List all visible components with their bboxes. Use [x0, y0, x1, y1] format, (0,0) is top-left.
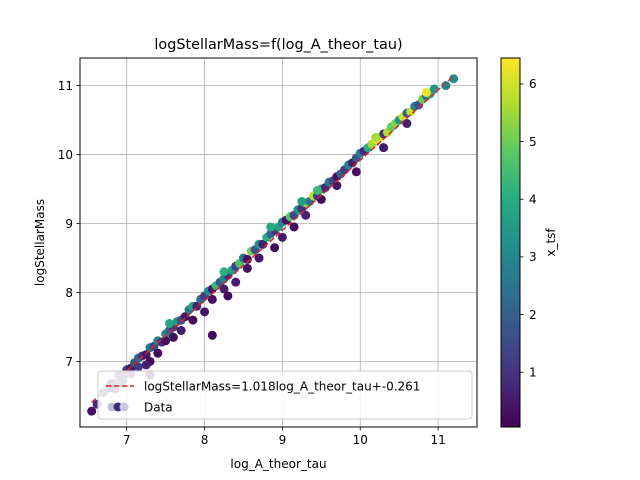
data-point	[297, 196, 307, 206]
data-point	[301, 210, 311, 220]
data-point	[312, 185, 322, 195]
data-point	[200, 307, 210, 317]
colorbar-tick-label: 3	[529, 250, 537, 264]
plot-frame	[79, 57, 478, 428]
data-point	[153, 348, 163, 358]
colorbar-label: x_tsf	[544, 228, 558, 257]
y-axis-ticks: 7 8 9 10 11	[58, 79, 80, 369]
chart-title: logStellarMass=f(log_A_theor_tau)	[154, 37, 402, 53]
data-point	[277, 232, 287, 242]
x-tick-label: 7	[123, 433, 131, 447]
x-tick-label: 9	[279, 433, 287, 447]
data-point	[192, 301, 202, 311]
x-tick-label: 11	[430, 433, 445, 447]
data-point	[379, 143, 389, 153]
x-axis-label: log_A_theor_tau	[230, 457, 326, 471]
data-point	[332, 181, 342, 191]
data-point	[188, 315, 198, 325]
colorbar-tick-label: 6	[529, 77, 537, 91]
colorbar-tick-label: 4	[529, 193, 537, 207]
data-point	[402, 119, 412, 129]
data-point	[371, 132, 381, 142]
data-point	[219, 284, 229, 294]
data-point	[421, 87, 431, 97]
colorbar	[500, 57, 521, 428]
x-axis-ticks: 7 8 9 10 11	[123, 427, 446, 447]
data-point	[87, 406, 97, 416]
colorbar-ticks: 1 2 3 4 5 6	[520, 77, 537, 380]
data-point	[180, 312, 190, 322]
data-point	[141, 360, 151, 370]
data-point	[266, 222, 276, 232]
data-point	[161, 336, 171, 346]
data-point	[219, 267, 229, 277]
data-point	[242, 263, 252, 273]
data-point	[429, 84, 439, 94]
legend-data-label: Data	[144, 401, 173, 415]
colorbar-tick-label: 5	[529, 135, 537, 149]
data-point	[270, 243, 280, 253]
data-point	[242, 254, 252, 264]
legend-fit-line-label: logStellarMass=1.018log_A_theor_tau+-0.2…	[144, 380, 420, 394]
data-point	[207, 294, 217, 304]
legend-box	[97, 370, 473, 420]
y-tick-label: 11	[58, 79, 73, 93]
data-point	[223, 291, 233, 301]
y-tick-label: 7	[65, 355, 73, 369]
y-tick-label: 9	[65, 217, 73, 231]
data-point	[449, 74, 459, 84]
colorbar-tick-label: 1	[529, 366, 537, 380]
data-point	[441, 81, 451, 91]
colorbar-tick-label: 2	[529, 308, 537, 322]
data-point	[231, 277, 241, 287]
legend-data-swatch-3	[119, 402, 129, 412]
data-point	[165, 319, 175, 329]
data-point	[351, 167, 361, 177]
fit-line-layer	[91, 75, 455, 403]
data-point	[207, 330, 217, 340]
fit-line	[91, 75, 455, 403]
legend: logStellarMass=1.018log_A_theor_tau+-0.2…	[97, 370, 473, 420]
y-axis-label: logStellarMass	[33, 199, 47, 286]
y-tick-label: 10	[58, 148, 73, 162]
grid-lines	[80, 58, 477, 427]
data-point	[133, 362, 143, 372]
data-point	[176, 325, 186, 335]
y-tick-label: 8	[65, 286, 73, 300]
data-point	[168, 332, 178, 342]
data-point	[141, 350, 151, 360]
data-point	[254, 253, 264, 263]
data-point	[289, 222, 299, 232]
x-tick-label: 8	[201, 433, 209, 447]
x-tick-label: 10	[353, 433, 368, 447]
